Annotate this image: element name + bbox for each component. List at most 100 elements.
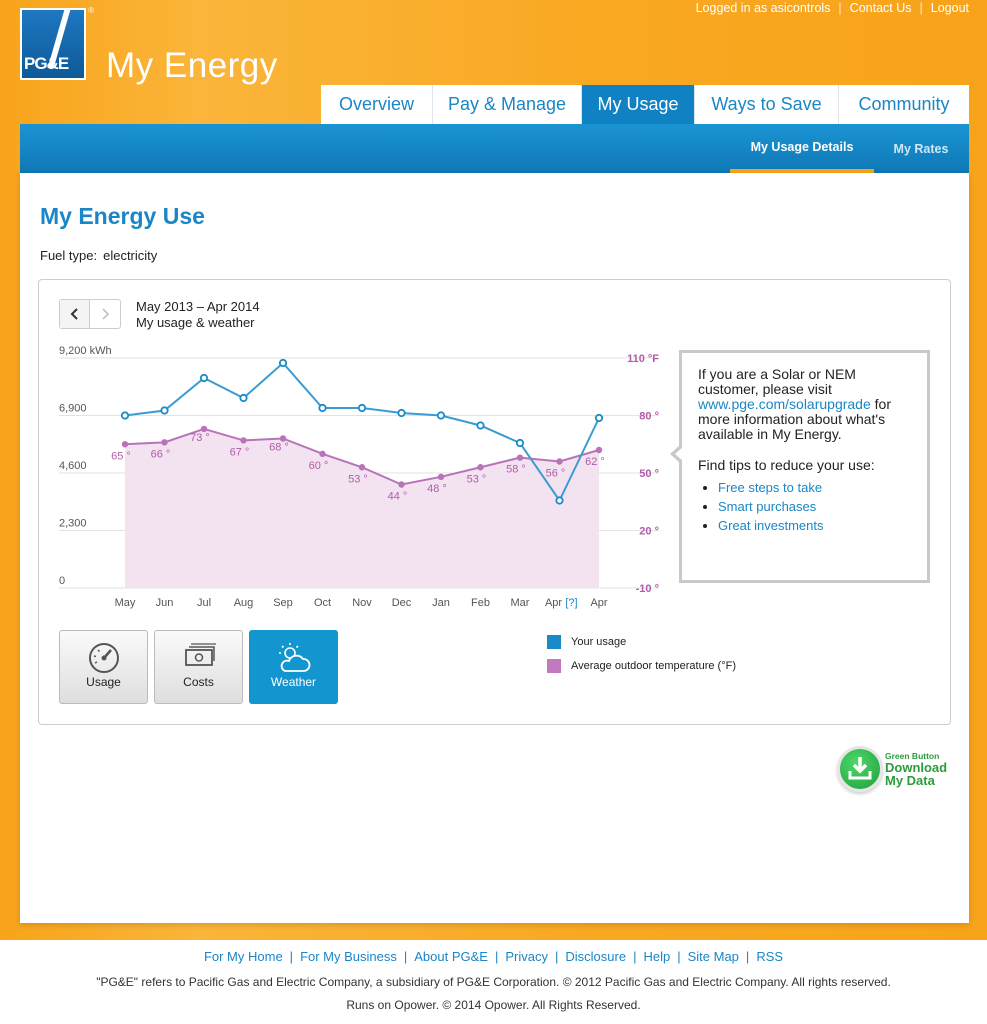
- x-axis-tick-label: Nov: [352, 597, 372, 609]
- usage-chart-card: May 2013 – Apr 2014 My usage & weather 9…: [38, 279, 951, 725]
- tab-ways-to-save[interactable]: Ways to Save: [695, 85, 839, 124]
- estimate-help-link: [?]: [565, 597, 577, 609]
- temperature-point: [279, 435, 287, 442]
- temperature-point: [161, 439, 168, 446]
- y2-axis-tick-label: 20 °: [639, 526, 659, 538]
- legend-temperature-label: Average outdoor temperature (°F): [571, 660, 736, 672]
- y-axis-tick-label: 0: [59, 575, 65, 587]
- usage-point: [397, 408, 406, 418]
- solar-info-box: If you are a Solar or NEM customer, plea…: [670, 350, 930, 583]
- footer-opower: Runs on Opower. © 2014 Opower. All Right…: [346, 998, 641, 1012]
- y-axis-tick-label: 2,300: [59, 518, 87, 530]
- green-button-label: Download My Data: [885, 761, 947, 787]
- usage-point: [357, 403, 367, 413]
- temperature-point: [556, 458, 563, 465]
- usage-point: [239, 393, 248, 403]
- footer-copyright: "PG&E" refers to Pacific Gas and Electri…: [96, 975, 891, 989]
- temperature-data-label: 68 °: [269, 442, 289, 454]
- footer-link-sitemap[interactable]: Site Map: [687, 949, 739, 964]
- footer-link-rss[interactable]: RSS: [756, 949, 784, 964]
- y2-axis-tick-label: 110 °F: [627, 353, 659, 365]
- logout-link[interactable]: Logout: [930, 1, 969, 15]
- tip-link-free-steps[interactable]: Free steps to take: [718, 480, 823, 495]
- green-button-download[interactable]: Green Button Download My Data: [837, 746, 955, 796]
- usage-point: [160, 406, 169, 415]
- subtab-my-usage-details[interactable]: My Usage Details: [730, 124, 874, 173]
- legend-item-temperature: Average outdoor temperature (°F): [547, 654, 736, 678]
- green-button-small-label: Green Button: [885, 751, 940, 761]
- logged-in-label: Logged in as asicontrols: [695, 1, 831, 15]
- x-axis-tick-label: Sep: [273, 597, 293, 609]
- contact-us-link[interactable]: Contact Us: [849, 1, 912, 15]
- weather-mode-button[interactable]: Weather: [249, 630, 338, 704]
- temperature-data-label: 60 °: [309, 460, 329, 472]
- x-axis-tick-label: Oct: [314, 597, 331, 609]
- page-title: My Energy Use: [40, 203, 205, 229]
- fuel-type: Fuel type: electricity: [40, 248, 157, 263]
- x-axis-tick-label: Jun: [156, 597, 174, 609]
- temperature-data-label: 62 °: [585, 456, 605, 468]
- temperature-point: [200, 425, 208, 433]
- chart-legend: Your usage Average outdoor temperature (…: [547, 630, 736, 678]
- money-icon: [184, 643, 216, 666]
- account-links: Logged in as asicontrols | Contact Us | Logo…: [695, 1, 969, 15]
- fuel-type-label: Fuel type:: [40, 248, 98, 263]
- footer-link-help[interactable]: Help: [643, 949, 671, 964]
- cloud-sun-icon: [278, 643, 310, 672]
- temperature-point: [398, 481, 405, 488]
- temperature-data-label: 48 °: [427, 483, 447, 495]
- temperature-point: [358, 464, 366, 471]
- list-item: Great investments: [718, 516, 911, 535]
- legend-item-usage: Your usage: [547, 630, 736, 654]
- usage-point: [476, 421, 485, 430]
- y2-axis-tick-label: 80 °: [639, 411, 659, 423]
- temperature-point: [477, 464, 484, 471]
- gauge-icon: [88, 643, 119, 673]
- chevron-right-icon[interactable]: [90, 300, 120, 328]
- temperature-data-label: 67 °: [230, 446, 250, 458]
- x-axis-tick-label: Dec: [392, 597, 412, 609]
- usage-point: [515, 438, 525, 448]
- costs-mode-label: Costs: [183, 675, 214, 689]
- usage-point: [120, 411, 130, 420]
- download-icon: [837, 746, 883, 792]
- green-button-line1: Download: [885, 760, 948, 775]
- tip-link-smart-purchases[interactable]: Smart purchases: [718, 499, 817, 514]
- footer-link-business[interactable]: For My Business: [300, 949, 397, 964]
- solar-upgrade-link[interactable]: www.pge.com/solarupgrade: [698, 396, 871, 412]
- tab-community[interactable]: Community: [839, 85, 969, 124]
- costs-mode-button[interactable]: Costs: [154, 630, 243, 704]
- solar-info-text: If you are a Solar or NEM customer, plea…: [698, 367, 911, 442]
- usage-point: [318, 403, 327, 413]
- temperature-point: [121, 441, 129, 448]
- y-axis-tick-label: 4,600: [59, 460, 87, 472]
- temperature-data-label: 44 °: [388, 491, 408, 503]
- temperature-data-label: 56 °: [546, 468, 566, 480]
- x-axis-tick-label: Aug: [234, 597, 254, 609]
- footer-link-disclosure[interactable]: Disclosure: [565, 949, 627, 964]
- sub-navigation: My Usage Details My Rates: [20, 124, 969, 173]
- usage-point: [594, 413, 604, 423]
- solar-info-line2: for more information about what's availa…: [698, 396, 891, 442]
- tips-list: Free steps to take Smart purchases Great…: [698, 478, 911, 535]
- x-axis-tick-label: May: [115, 597, 136, 609]
- footer-link-about[interactable]: About PG&E: [414, 949, 488, 964]
- footer-link-home[interactable]: For My Home: [203, 949, 283, 964]
- usage-point: [436, 411, 446, 420]
- footer-link-privacy[interactable]: Privacy: [505, 949, 548, 964]
- y-axis-tick-label: 6,900: [59, 403, 87, 415]
- usage-mode-button[interactable]: Usage: [59, 630, 148, 704]
- subtab-my-rates[interactable]: My Rates: [893, 141, 949, 156]
- main-tabs: Overview Pay & Manage My Usage Ways to S…: [321, 85, 969, 124]
- tab-overview[interactable]: Overview: [321, 85, 433, 124]
- temperature-point: [319, 450, 326, 458]
- chevron-left-icon[interactable]: [60, 300, 91, 328]
- temperature-data-label: 65 °: [111, 450, 131, 462]
- tip-link-great-investments[interactable]: Great investments: [718, 518, 824, 533]
- pge-logo[interactable]: PG&E ®: [20, 6, 94, 80]
- solar-info-line1: If you are a Solar or NEM customer, plea…: [698, 366, 856, 397]
- green-button-line2: My Data: [885, 773, 935, 788]
- tab-pay-manage[interactable]: Pay & Manage: [433, 85, 582, 124]
- tab-my-usage[interactable]: My Usage: [582, 85, 695, 124]
- x-axis-tick-label: Jan: [432, 597, 450, 609]
